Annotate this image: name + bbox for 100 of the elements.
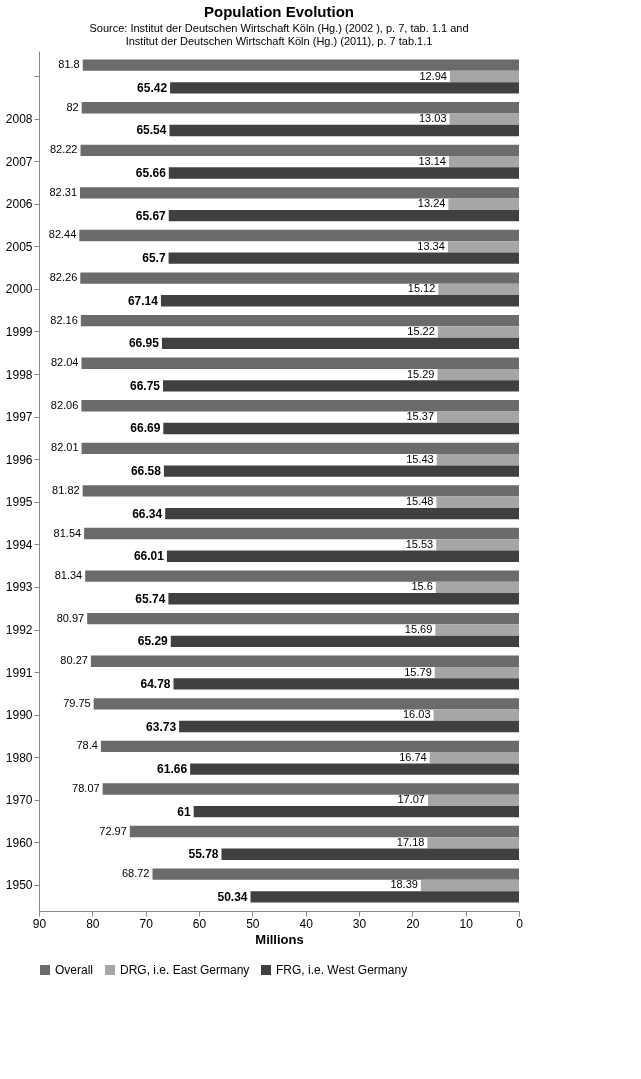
bar: [437, 368, 519, 381]
data-label: 13.03: [418, 112, 447, 125]
data-label: 65.74: [135, 591, 166, 606]
bar: [170, 82, 519, 94]
bar: [420, 879, 519, 892]
bar: [163, 380, 519, 392]
data-label: 13.14: [418, 154, 446, 167]
data-label: 15.29: [406, 367, 435, 380]
bar: [85, 570, 519, 582]
data-label: 50.34: [217, 889, 248, 904]
data-label: 17.07: [397, 793, 425, 806]
bar: [163, 465, 519, 477]
data-label: 82.26: [49, 271, 78, 284]
bar: [169, 124, 519, 137]
legend-label: DRG, i.e. East Germany: [120, 963, 250, 977]
bar: [87, 612, 519, 625]
bar: [81, 102, 519, 114]
y-tick-label: 1992: [5, 623, 33, 638]
data-label: 15.12: [407, 282, 436, 295]
bar: [163, 422, 519, 435]
bar: [434, 666, 519, 679]
bar: [436, 454, 519, 466]
bar: [436, 496, 519, 508]
bar: [437, 326, 519, 338]
bar: [168, 593, 519, 605]
y-tick-label: 1993: [5, 580, 33, 595]
data-label: 79.75: [63, 696, 91, 709]
x-tick-label: 90: [32, 916, 47, 931]
bar: [448, 198, 519, 210]
bar: [170, 635, 519, 648]
bar: [433, 709, 519, 721]
data-label: 15.43: [406, 452, 434, 465]
data-label: 61.66: [157, 762, 188, 777]
data-label: 16.74: [399, 750, 427, 763]
x-tick-label: 20: [406, 916, 420, 931]
bar: [82, 485, 519, 497]
data-label: 16.03: [402, 708, 431, 721]
x-tick-label: 50: [246, 916, 260, 931]
data-label: 15.48: [405, 495, 434, 508]
data-label: 66.75: [129, 378, 161, 393]
data-label: 15.53: [405, 537, 434, 550]
y-tick-label: 1996: [5, 452, 33, 467]
data-label: 80.27: [60, 654, 88, 667]
bar: [81, 442, 519, 455]
data-label: 55.78: [188, 847, 219, 862]
data-label: 72.97: [99, 824, 127, 837]
y-tick-label: 2008: [5, 112, 33, 127]
data-label: 17.18: [396, 835, 425, 848]
bar: [81, 400, 519, 412]
bar: [79, 229, 519, 242]
bar: [427, 837, 519, 849]
data-label: 61: [177, 804, 191, 819]
bar: [250, 891, 519, 903]
bar: [168, 167, 519, 179]
bar: [84, 527, 519, 540]
data-label: 82.16: [50, 313, 78, 326]
data-label: 63.73: [146, 719, 177, 734]
data-label: 78.4: [76, 739, 98, 752]
bar: [193, 805, 519, 818]
data-label: 82.01: [51, 441, 79, 454]
bar: [81, 357, 519, 369]
bar: [90, 655, 519, 667]
bar: [129, 825, 519, 838]
bar: [179, 720, 519, 733]
bar: [152, 868, 519, 880]
x-tick-label: 40: [299, 916, 314, 931]
y-tick-label: 1998: [5, 367, 33, 382]
bar: [437, 411, 519, 423]
bar: [100, 740, 519, 753]
data-label: 66.58: [130, 464, 162, 479]
data-label: 81.34: [54, 569, 83, 582]
bar: [449, 113, 519, 125]
bar: [168, 252, 519, 264]
data-label: 13.24: [417, 197, 446, 210]
data-label: 13.34: [417, 239, 445, 252]
text: Institut der Deutschen Wirtschaft Köln (Hg.) (2011), p. 7 tab.1.1: [125, 35, 433, 47]
bar: [166, 550, 519, 562]
bar: [168, 209, 519, 222]
data-label: 15.79: [404, 665, 432, 678]
x-tick-label: 0: [516, 916, 524, 931]
data-label: 15.6: [411, 580, 433, 593]
y-tick-label: 2000: [5, 282, 33, 297]
data-label: 82.04: [50, 356, 79, 369]
data-label: 82.44: [48, 228, 77, 241]
bar: [80, 314, 519, 327]
data-label: 18.39: [390, 878, 418, 891]
y-tick-label: 1970: [5, 793, 33, 808]
y-tick-label: 1995: [5, 495, 33, 510]
bar: [448, 156, 519, 168]
data-label: 82.31: [49, 185, 78, 198]
legend-label: Overall: [55, 963, 94, 977]
data-label: 12.94: [419, 69, 447, 82]
data-label: 64.78: [140, 676, 171, 691]
data-label: 65.29: [137, 634, 169, 649]
bar: [435, 581, 519, 594]
data-label: 65.66: [135, 166, 167, 181]
data-label: 15.69: [404, 623, 433, 636]
bar: [447, 241, 519, 253]
bar: [80, 187, 519, 199]
data-label: 80.97: [56, 611, 85, 624]
